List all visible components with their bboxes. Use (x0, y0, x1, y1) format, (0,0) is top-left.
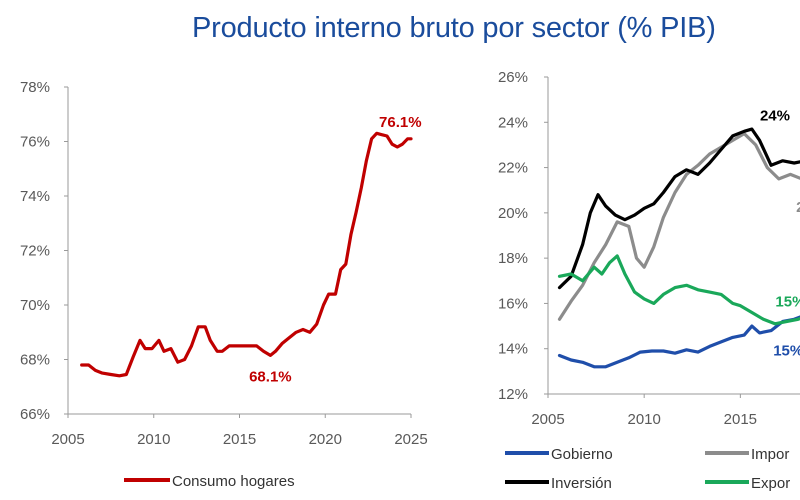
y-tick-label: 68% (20, 352, 50, 369)
x-tick-label: 2010 (627, 411, 660, 428)
x-tick-label: 2005 (51, 431, 84, 448)
y-tick-label: 78% (20, 79, 50, 96)
data-label: 24% (760, 107, 790, 124)
x-tick-label: 2015 (724, 411, 757, 428)
legend-chart-1: Consumo hogares (124, 473, 295, 490)
chart-2: 12%14%16%18%20%22%24%26%2005201020152020… (498, 69, 800, 428)
y-tick-label: 12% (498, 386, 528, 403)
y-tick-label: 16% (498, 295, 528, 312)
data-label: 68.1% (249, 368, 292, 385)
y-tick-label: 22% (498, 160, 528, 177)
legend-label: Impor (751, 446, 789, 463)
series-line-consumo-hogares (80, 131, 413, 378)
chart-1: 66% 68% 70% 72% 74% 76% 78% 2005 2010 2015 2020 202… (20, 79, 428, 448)
data-label: 76.1% (379, 114, 422, 131)
series-line-inversi-n (557, 127, 800, 290)
y-tick-label: 70% (20, 297, 50, 314)
y-tick-label: 66% (20, 406, 50, 423)
x-tick-label: 2025 (394, 431, 427, 448)
series-line-importaciones (557, 132, 800, 321)
legend-label: Gobierno (551, 446, 613, 463)
y-tick-label: 26% (498, 69, 528, 86)
legend-label: Consumo hogares (172, 473, 295, 490)
series-line-exportaciones (557, 254, 800, 326)
y-tick-label: 76% (20, 134, 50, 151)
x-tick-label: 2020 (309, 431, 342, 448)
page-title: Producto interno bruto por sector (% PIB… (192, 12, 716, 44)
data-label: 15% (775, 293, 800, 310)
y-tick-label: 72% (20, 243, 50, 260)
y-tick-label: 24% (498, 114, 528, 131)
x-tick-label: 2010 (137, 431, 170, 448)
x-tick-label: 2015 (223, 431, 256, 448)
data-label: 21% (796, 199, 800, 216)
series-line-gobierno (557, 315, 800, 369)
y-tick-label: 74% (20, 188, 50, 205)
legend-label: Expor (751, 475, 790, 492)
x-tick-label: 2005 (531, 411, 564, 428)
y-tick-label: 14% (498, 341, 528, 358)
legend-label: Inversión (551, 475, 612, 492)
y-tick-label: 18% (498, 250, 528, 267)
data-label: 15% (773, 342, 800, 359)
y-tick-label: 20% (498, 205, 528, 222)
legend-chart-2: Gobierno Impor Inversión Expor (505, 446, 790, 492)
